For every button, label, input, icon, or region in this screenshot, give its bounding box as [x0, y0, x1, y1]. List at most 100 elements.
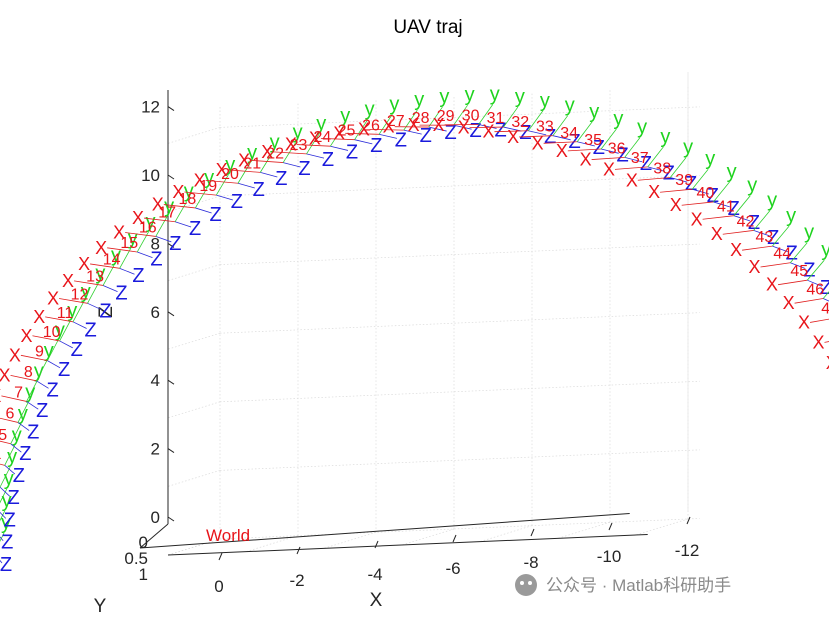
frame-x-letter: X [95, 238, 107, 258]
frame-z-letter: Z [519, 122, 531, 144]
frame-x-connector [722, 230, 754, 235]
frame-z-connector [155, 236, 172, 243]
frame-z-letter: Z [346, 141, 358, 163]
frame-y-connector [790, 242, 808, 263]
chart-title: UAV traj [393, 17, 462, 38]
frame-z-connector [137, 251, 153, 259]
frame-z-letter: Z [728, 198, 740, 220]
frame-number-label: 33 [536, 119, 554, 136]
frame-y-connector [753, 210, 771, 231]
frame-number-label: 24 [313, 129, 331, 146]
frame-z-connector [670, 177, 688, 183]
frame-y-connector [0, 466, 11, 488]
frame-number-label: 40 [697, 185, 715, 202]
frame-z-connector [119, 267, 135, 275]
frame-y-letter: y [95, 262, 105, 284]
frame-x-connector [163, 204, 196, 209]
frame-y-connector [330, 125, 344, 147]
frame-y-letter: y [540, 90, 550, 112]
grid-line-z [219, 312, 700, 334]
frame-z-connector [330, 145, 349, 151]
frame-y-letter: y [67, 300, 77, 322]
frame-x-letter: X [826, 353, 829, 373]
frame-number-label: 14 [103, 251, 121, 268]
frame-number-label: 13 [86, 268, 104, 285]
x-tick-mark [608, 522, 613, 531]
frame-z-letter: Z [169, 233, 181, 255]
z-tick-label: 8 [151, 234, 160, 253]
frame-y-connector [47, 340, 59, 361]
frame-number-label: 22 [266, 146, 284, 163]
frame-z-letter: Z [640, 153, 652, 175]
frame-y-letter: y [111, 244, 121, 266]
frame-number-label: 15 [120, 235, 138, 252]
frame-y-connector [503, 106, 519, 128]
frame-number-label: 9 [35, 344, 44, 361]
frame-z-letter: Z [1, 532, 13, 554]
frame-z-connector [59, 340, 73, 349]
x-axis-front [139, 512, 630, 549]
frame-z-letter: Z [231, 191, 243, 213]
frame-x-letter: X [309, 128, 321, 148]
frame-z-letter: Z [767, 227, 779, 249]
frame-number-label: 19 [199, 178, 217, 195]
x-tick-mark [374, 540, 379, 549]
frame-z-connector [552, 135, 571, 141]
frame-x-connector [144, 217, 176, 223]
frame-z-connector [237, 182, 255, 189]
frame-y-letter: y [786, 205, 796, 227]
frame-z-letter: Z [707, 185, 719, 207]
frame-y-connector [624, 137, 641, 158]
frame-x-letter: X [33, 307, 45, 327]
frame-x-connector [0, 463, 5, 466]
frame-x-connector [567, 148, 602, 152]
grid-line-z [219, 449, 700, 471]
frame-y-letter: y [293, 122, 303, 144]
frame-y-connector [26, 381, 38, 402]
frame-y-letter: y [164, 195, 174, 217]
x-tick-label: -12 [675, 541, 700, 560]
frame-x-letter: X [0, 386, 1, 406]
frame-y-letter: y [683, 137, 693, 159]
frame-x-letter: X [458, 118, 470, 138]
frame-x-connector [74, 280, 104, 286]
frame-x-connector [469, 126, 504, 129]
frame-x-letter: X [194, 170, 206, 190]
frame-y-letter: y [565, 95, 575, 117]
frame-x-connector [543, 141, 578, 144]
frame-z-letter: Z [420, 125, 432, 147]
frame-z-letter: Z [445, 122, 457, 144]
x-tick-label: -4 [367, 565, 382, 584]
frame-y-letter: y [589, 101, 599, 123]
frame-y-connector [87, 283, 99, 304]
frame-y-connector [0, 510, 6, 522]
world-frame-label: World [206, 526, 250, 545]
frame-y-letter: y [25, 381, 35, 403]
z-tick-mark [167, 174, 175, 180]
frame-y-connector [733, 195, 751, 216]
frame-z-connector [283, 162, 301, 168]
frame-z-connector [36, 380, 49, 389]
frame-x-connector [320, 137, 355, 141]
frame-number-label: 47 [821, 301, 829, 318]
frame-y-connector [195, 187, 208, 209]
frame-number-label: 30 [462, 107, 480, 124]
frame-z-connector [428, 126, 447, 132]
frame-z-letter: Z [58, 359, 70, 381]
frame-y-letter: y [804, 222, 814, 244]
frame-z-connector [823, 298, 829, 302]
frame-z-letter: Z [150, 249, 162, 271]
frame-z-connector [503, 126, 522, 132]
frame-y-connector [155, 216, 168, 237]
x-tick-label: -10 [597, 547, 622, 566]
frame-x-letter: X [358, 119, 370, 139]
x-tick-mark [452, 534, 457, 543]
frame-x-connector [0, 417, 19, 423]
frame-x-connector [345, 132, 380, 135]
frame-x-letter: X [783, 293, 795, 313]
frame-y-connector [713, 181, 730, 203]
watermark-text: 公众号 · Matlab科研助手 [546, 576, 731, 595]
frame-z-connector [354, 139, 373, 145]
